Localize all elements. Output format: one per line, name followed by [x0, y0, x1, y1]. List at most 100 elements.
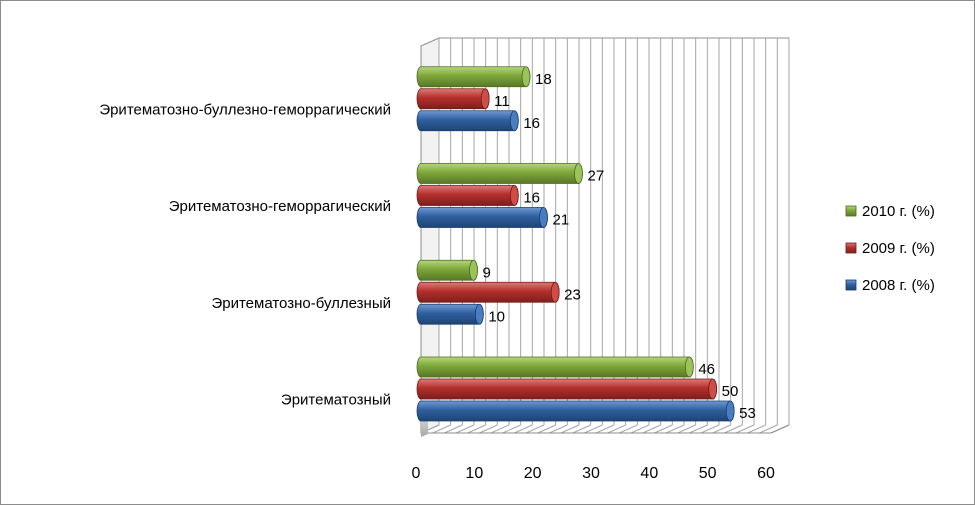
data-label: 50	[722, 383, 739, 400]
floor-grid-line	[584, 424, 603, 434]
bar-erythematous-bullous-2008	[416, 303, 484, 325]
bar-erythematous-hemorrhagic-2009	[416, 185, 519, 206]
bar-body	[416, 400, 735, 422]
bar-erythematous-hemorrhagic-2010	[416, 163, 583, 184]
legend-swatch	[845, 205, 857, 217]
floor-grid-line	[700, 424, 720, 434]
floor-grid-line	[467, 424, 486, 434]
floor-grid-line	[432, 424, 451, 434]
floor-grid-line	[607, 424, 626, 434]
x-tick-label: 30	[582, 465, 600, 482]
floor-grid-line	[712, 424, 731, 434]
category-label-erythematous-bullous: Эритематозно-буллезный	[211, 295, 391, 312]
floor-grid-line	[759, 424, 778, 434]
bar-body	[416, 163, 583, 184]
floor-grid-line	[525, 424, 545, 434]
floor-grid-line	[689, 424, 708, 434]
bar-cap	[509, 185, 519, 206]
data-label: 21	[553, 212, 570, 229]
floor-grid-line	[724, 424, 743, 434]
data-label: 16	[523, 190, 540, 207]
category-label-erythematous-bullous-hemorrhagic: Эритематозно-буллезно-геморрагический	[99, 101, 391, 118]
x-tick-label: 60	[757, 465, 775, 482]
bar-erythematous-2010	[416, 356, 694, 378]
bar-body	[416, 378, 718, 400]
bar-body	[416, 66, 531, 88]
bar-cap	[521, 66, 531, 88]
legend-swatch	[845, 242, 857, 254]
floor-grid-line	[455, 424, 475, 434]
bar-body	[416, 356, 694, 378]
floor-grid-line	[595, 424, 615, 434]
bar-cap	[574, 163, 583, 184]
floor-grid-line	[654, 424, 673, 434]
x-tick-label: 40	[640, 465, 658, 482]
bar-erythematous-2009	[416, 378, 718, 400]
bar-cap	[509, 110, 519, 132]
bar-body	[416, 259, 478, 281]
x-tick-label: 20	[524, 465, 542, 482]
data-label: 11	[494, 93, 510, 110]
floor-grid-line	[572, 424, 591, 434]
floor-grid-line	[665, 424, 685, 434]
floor-grid-line	[502, 424, 521, 434]
data-label: 23	[564, 286, 581, 303]
category-label-erythematous: Эритематозный	[281, 392, 391, 409]
data-label: 18	[535, 71, 552, 88]
bar-body	[416, 185, 519, 206]
floor-grid-line	[479, 424, 498, 434]
bar-body	[416, 88, 490, 110]
floor-grid-line	[490, 424, 510, 434]
bar-body	[416, 110, 519, 132]
floor-grid-line	[735, 424, 755, 434]
x-tick-label: 10	[465, 465, 483, 482]
floor-grid-line	[747, 424, 766, 434]
bar-cap	[480, 88, 490, 110]
bar-erythematous-hemorrhagic-2008	[416, 207, 548, 228]
legend-item-2010: 2010 г. (%)	[845, 203, 935, 220]
bar-cap	[708, 378, 718, 400]
data-label: 46	[698, 361, 715, 378]
floor-grid-line	[514, 424, 533, 434]
data-label: 53	[739, 405, 756, 422]
legend-label: 2010 г. (%)	[862, 203, 935, 220]
floor-grid-line	[537, 424, 556, 434]
bar-cap	[469, 259, 478, 281]
bar-cap	[539, 207, 548, 228]
floor-grid-line	[630, 424, 650, 434]
data-label: 27	[588, 168, 605, 185]
legend-item-2008: 2008 г. (%)	[845, 277, 935, 294]
bar-cap	[550, 281, 560, 303]
data-label: 16	[523, 115, 540, 132]
bar-erythematous-2008	[416, 400, 735, 422]
legend-label: 2008 г. (%)	[862, 277, 935, 294]
bar-body	[416, 303, 484, 325]
category-label-erythematous-hemorrhagic: Эритематозно-геморрагический	[169, 198, 391, 215]
legend-swatch	[845, 279, 857, 291]
floor-grid-line	[677, 424, 696, 434]
x-tick-label: 0	[412, 465, 421, 482]
bar-erythematous-bullous-hemorrhagic-2008	[416, 110, 519, 132]
bar-cap	[725, 400, 735, 422]
data-label: 10	[488, 308, 505, 325]
floor-grid-line	[560, 424, 580, 434]
floor-grid-line	[619, 424, 638, 434]
floor-grid-line	[444, 424, 463, 434]
legend-item-2009: 2009 г. (%)	[845, 240, 935, 257]
bar-cap	[474, 303, 484, 325]
bar-body	[416, 207, 548, 228]
floor-side-edge	[770, 424, 790, 434]
bar-erythematous-bullous-2009	[416, 281, 560, 303]
data-label: 9	[483, 264, 491, 281]
x-tick-label: 50	[699, 465, 717, 482]
legend-label: 2009 г. (%)	[862, 240, 935, 257]
bar-erythematous-bullous-hemorrhagic-2010	[416, 66, 531, 88]
floor-grid-line	[549, 424, 568, 434]
bar-erythematous-bullous-2010	[416, 259, 478, 281]
floor-grid-line	[642, 424, 661, 434]
bar-cap	[684, 356, 694, 378]
bar-erythematous-bullous-hemorrhagic-2009	[416, 88, 490, 110]
bar-body	[416, 281, 560, 303]
